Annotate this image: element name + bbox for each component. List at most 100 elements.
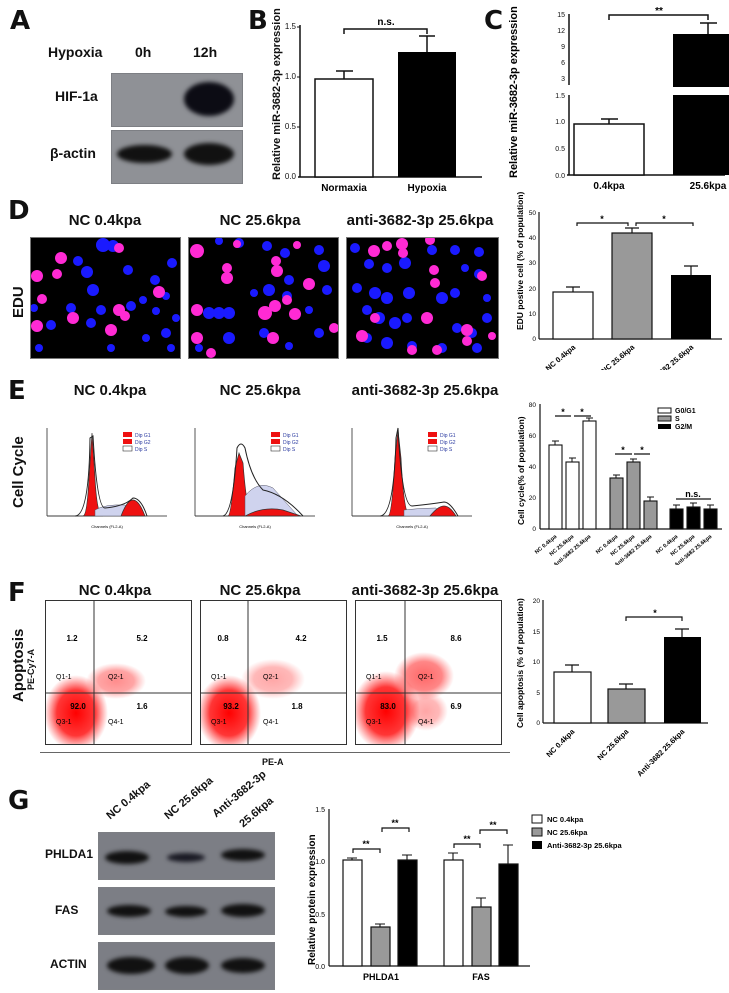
- lane-12h: 12h: [193, 44, 218, 60]
- svg-text:Dip S: Dip S: [440, 447, 453, 453]
- panel-label-b: B: [248, 6, 268, 36]
- svg-text:Normaxia: Normaxia: [321, 183, 367, 194]
- chart-b-ylabel: Relative miR-3682-3p expression: [271, 8, 283, 180]
- chart-c: Relative miR-3682-3p expression 0.0 0.5 …: [508, 6, 729, 192]
- svg-text:83.0: 83.0: [380, 702, 396, 711]
- f-title-1: NC 0.4kpa: [78, 582, 152, 599]
- panel-label-e: E: [8, 376, 26, 406]
- bar-25.6kpa-upper: [673, 34, 729, 87]
- edu-image-nc-25.6kpa: [188, 237, 339, 359]
- chart-f-ylabel: Cell apoptosis (% of population): [515, 598, 525, 728]
- g-lane-2: NC 25.6kpa: [162, 774, 216, 822]
- svg-text:0: 0: [532, 336, 536, 343]
- svg-text:0.0: 0.0: [315, 964, 325, 971]
- f-row-label: Apoptosis: [10, 628, 27, 702]
- e-title-1: NC 0.4kpa: [73, 382, 147, 399]
- svg-text:50: 50: [529, 210, 537, 217]
- svg-text:9: 9: [561, 44, 565, 51]
- svg-text:1.5: 1.5: [376, 634, 388, 643]
- svg-text:*: *: [653, 608, 657, 618]
- svg-text:Q4-1: Q4-1: [418, 719, 434, 726]
- e-title-3: anti-3682-3p 25.6kpa: [351, 382, 499, 399]
- svg-text:Q3-1: Q3-1: [366, 719, 382, 726]
- svg-text:80: 80: [529, 402, 537, 409]
- actin-band-0h: [117, 145, 172, 163]
- e-title-2: NC 25.6kpa: [219, 382, 301, 399]
- svg-text:Q4-1: Q4-1: [108, 719, 124, 726]
- svg-text:1.5: 1.5: [285, 22, 297, 31]
- svg-text:G0/G1: G0/G1: [675, 408, 696, 415]
- svg-text:Anti-3682 25.6kpa: Anti-3682 25.6kpa: [635, 726, 687, 778]
- panel-label-a: A: [10, 6, 31, 36]
- svg-text:**: **: [362, 839, 370, 849]
- svg-text:5: 5: [536, 690, 540, 697]
- hif1a-blot: [111, 73, 243, 127]
- svg-text:20: 20: [529, 286, 537, 293]
- svg-text:n.s.: n.s.: [685, 489, 701, 499]
- svg-text:Dip G1: Dip G1: [135, 433, 151, 439]
- svg-text:12: 12: [557, 28, 565, 35]
- svg-text:PHLDA1: PHLDA1: [363, 972, 399, 982]
- d-row-label: EDU: [10, 286, 27, 318]
- svg-text:Q3-1: Q3-1: [56, 719, 72, 726]
- svg-text:*: *: [561, 407, 565, 417]
- svg-text:0.5: 0.5: [315, 912, 325, 919]
- svg-text:Q4-1: Q4-1: [263, 719, 279, 726]
- svg-text:0: 0: [536, 720, 540, 727]
- f-x-axis-label: PE-A: [262, 757, 284, 767]
- beta-actin-blot: [111, 130, 243, 184]
- svg-text:20: 20: [529, 495, 537, 502]
- svg-text:0.0: 0.0: [555, 173, 565, 180]
- f-title-2: NC 25.6kpa: [219, 582, 301, 599]
- svg-text:1.0: 1.0: [315, 859, 325, 866]
- svg-text:60: 60: [529, 433, 537, 440]
- svg-text:5.2: 5.2: [136, 634, 148, 643]
- sig-b: n.s.: [377, 17, 394, 28]
- g-row-actin: ACTIN: [50, 957, 87, 971]
- svg-text:Dip G1: Dip G1: [440, 433, 456, 439]
- svg-text:1.5: 1.5: [315, 807, 325, 814]
- chart-e: Cell cycle(% of population) 0 20 40 60 8…: [516, 402, 722, 565]
- chart-d: EDU postive cell (% of population) 0 10 …: [515, 191, 722, 370]
- flow-plot-anti-3682-3p: 1.5 8.6 83.0 6.9 Q1-1 Q2-1 Q3-1 Q4-1: [355, 600, 502, 745]
- svg-text:Q2-1: Q2-1: [108, 674, 124, 681]
- svg-text:Hypoxia: Hypoxia: [408, 183, 447, 194]
- svg-text:Channels (FL2-A): Channels (FL2-A): [91, 524, 123, 529]
- row-beta-actin: β-actin: [50, 145, 96, 161]
- bar-25.6kpa-lower: [673, 95, 729, 175]
- svg-text:40: 40: [529, 464, 537, 471]
- svg-text:92.0: 92.0: [70, 702, 86, 711]
- svg-text:Anti-3682-3p 25.6kpa: Anti-3682-3p 25.6kpa: [547, 841, 622, 850]
- chart-b: Relative miR-3682-3p expression 0.0 0.5 …: [271, 8, 482, 194]
- hif1a-band-12h: [184, 82, 234, 116]
- svg-text:10: 10: [533, 659, 541, 666]
- svg-text:NC 0.4kpa: NC 0.4kpa: [547, 815, 584, 824]
- svg-text:Dip G2: Dip G2: [283, 440, 299, 446]
- panel-label-d: D: [8, 196, 30, 226]
- svg-text:Dip G2: Dip G2: [440, 440, 456, 446]
- f-y-axis-label: PE-Cy7-A: [26, 648, 36, 690]
- svg-text:0.0: 0.0: [285, 172, 297, 181]
- panel-label-f: F: [8, 578, 26, 608]
- svg-text:Dip G1: Dip G1: [283, 433, 299, 439]
- g-lane-1: NC 0.4kpa: [104, 778, 153, 822]
- svg-text:Q1-1: Q1-1: [366, 674, 382, 681]
- svg-text:*: *: [662, 214, 666, 224]
- bar-normaxia: [314, 78, 374, 178]
- d-title-1: NC 0.4kpa: [68, 212, 142, 229]
- svg-text:3: 3: [561, 76, 565, 83]
- svg-text:6.9: 6.9: [450, 702, 462, 711]
- svg-text:NC 25.6kpa: NC 25.6kpa: [595, 726, 631, 762]
- svg-text:*: *: [580, 407, 584, 417]
- fas-blot: [98, 887, 275, 935]
- svg-text:Channels (FL2-A): Channels (FL2-A): [396, 524, 428, 529]
- svg-text:1.5: 1.5: [555, 93, 565, 100]
- svg-text:93.2: 93.2: [223, 702, 239, 711]
- d-title-2: NC 25.6kpa: [219, 212, 301, 229]
- svg-text:0: 0: [532, 526, 536, 533]
- svg-text:**: **: [391, 818, 399, 828]
- svg-text:Q2-1: Q2-1: [418, 674, 434, 681]
- svg-text:Channels (FL2-A): Channels (FL2-A): [239, 524, 271, 529]
- svg-text:S: S: [675, 416, 680, 423]
